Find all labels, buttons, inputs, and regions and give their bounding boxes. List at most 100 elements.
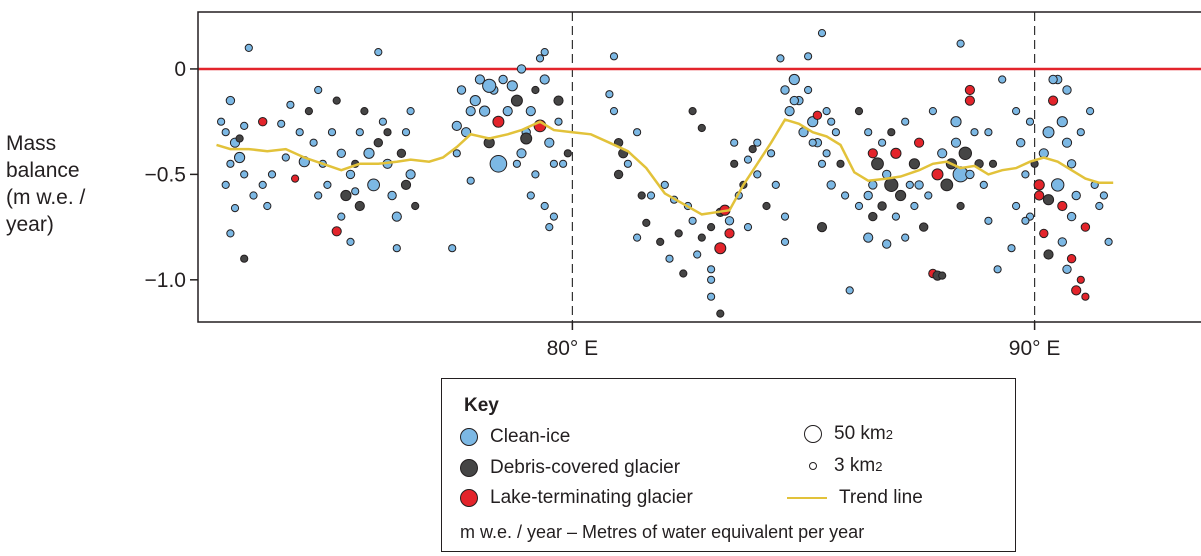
data-point-clean [1016,138,1026,148]
data-point-clean [753,170,762,179]
data-point-debris [730,159,739,168]
data-point-clean [863,232,874,243]
large-circle-icon [804,424,822,443]
data-point-clean [1104,237,1113,246]
data-point-clean [724,216,735,226]
data-point-clean [788,73,800,86]
data-point-clean [355,128,364,137]
data-point-debris [871,157,884,171]
data-point-debris [940,178,954,192]
data-point-debris [679,269,688,278]
data-point-lake [1081,292,1090,301]
data-point-clean [230,204,240,213]
data-point-clean [479,105,491,117]
data-point-clean [1099,191,1109,200]
data-point-clean [367,178,381,192]
data-point-clean [309,138,318,147]
data-point-clean [469,95,481,107]
data-point-debris [854,107,864,116]
data-point-clean [984,128,993,137]
data-point-lake [331,226,342,237]
data-point-clean [878,138,887,147]
data-point-lake [812,110,823,121]
data-point-clean [767,149,776,158]
data-point-lake [1039,228,1049,239]
data-point-lake [1057,200,1068,212]
data-point-clean [841,191,850,200]
data-point-lake [964,95,976,106]
data-point-clean [743,155,753,164]
data-point-lake [867,148,878,159]
data-point-clean [281,153,290,162]
legend-label: Trend line [839,487,923,508]
data-point-debris [510,94,523,107]
data-point-clean [244,43,253,53]
data-point-clean [882,239,892,249]
data-point-debris [235,134,244,143]
data-point-clean [516,64,527,74]
data-point-debris [938,271,947,280]
data-point-lake [914,137,925,148]
data-point-clean [549,212,559,221]
data-point-clean [336,148,346,159]
data-point-lake [1048,95,1059,106]
y-axis-label-line: Mass [6,132,57,155]
data-point-debris [354,200,365,212]
y-tick-label: −1.0 [145,269,186,292]
data-point-clean [970,128,979,137]
data-point-clean [1066,159,1077,169]
data-point-debris [553,95,564,106]
data-point-clean [225,95,236,106]
x-tick-label: 80° E [547,337,599,360]
data-point-clean [1025,117,1035,126]
data-point-lake [1076,275,1085,284]
lake-terminating-marker-icon [460,489,478,507]
data-point-clean [826,180,836,190]
data-point-clean [452,149,461,158]
data-point-debris [919,222,929,232]
data-point-clean [901,117,910,126]
data-point-debris [411,201,420,211]
data-point-debris [396,148,407,159]
data-point-clean [378,117,387,126]
data-point-clean [544,137,555,148]
data-point-clean [240,121,249,131]
data-point-clean [512,159,522,168]
data-point-debris [697,233,706,242]
data-point-clean [554,117,563,126]
data-point-lake [724,228,735,239]
data-point-clean [1086,107,1095,116]
data-point-clean [789,95,799,106]
data-point-lake [714,242,727,255]
data-point-lake [931,168,944,181]
data-point-clean [979,180,988,189]
data-point-clean [531,170,540,179]
data-point-clean [466,176,475,185]
data-point-lake [1080,222,1091,232]
data-point-clean [831,128,841,137]
data-point-clean [827,117,836,126]
data-point-clean [226,229,235,238]
legend-label: Lake-terminating glacier [490,487,693,508]
data-point-clean [780,212,790,221]
data-point-clean [540,48,549,57]
data-point-debris [956,201,965,211]
data-point-clean [263,201,272,211]
data-point-clean [660,180,669,189]
data-point-debris [613,169,624,180]
data-point-clean [780,237,790,246]
trend-line-swatch-icon [787,497,827,499]
data-point-debris [373,138,383,148]
data-point-lake [291,174,300,183]
data-point-clean [465,106,476,117]
data-point-clean [516,148,527,159]
data-point-lake [1071,285,1082,296]
data-point-debris [332,96,341,105]
data-point-clean [559,159,568,168]
data-point-clean [1095,201,1104,211]
data-point-clean [822,107,831,116]
data-point-clean [817,28,827,38]
data-point-debris [988,159,998,168]
y-axis-label-line: balance [6,159,80,182]
data-point-clean [1056,116,1068,128]
